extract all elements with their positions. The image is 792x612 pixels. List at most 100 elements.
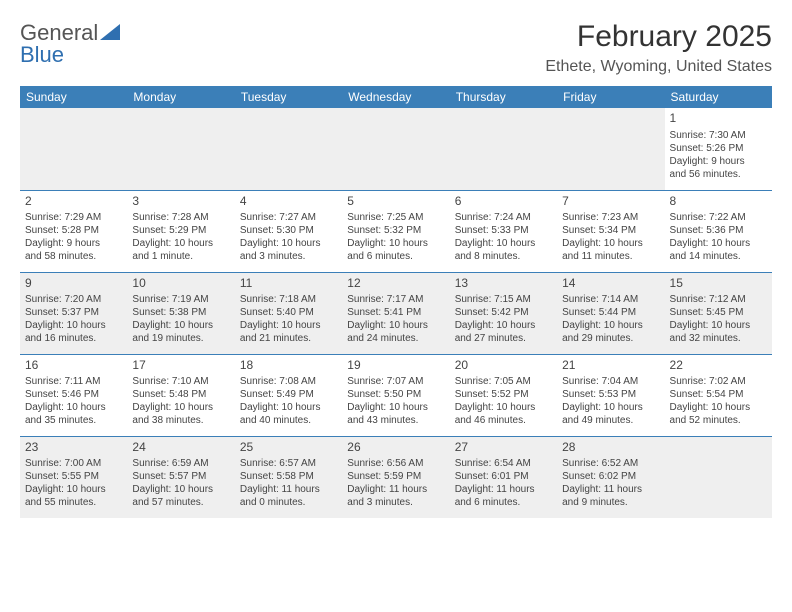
calendar-row: 16Sunrise: 7:11 AMSunset: 5:46 PMDayligh… bbox=[20, 354, 772, 436]
calendar-cell: 15Sunrise: 7:12 AMSunset: 5:45 PMDayligh… bbox=[665, 272, 772, 354]
day-number: 24 bbox=[132, 440, 229, 456]
calendar-cell: 28Sunrise: 6:52 AMSunset: 6:02 PMDayligh… bbox=[557, 436, 664, 518]
cell-sunrise: Sunrise: 7:17 AM bbox=[347, 293, 444, 306]
col-monday: Monday bbox=[127, 86, 234, 108]
col-saturday: Saturday bbox=[665, 86, 772, 108]
cell-dl2: and 43 minutes. bbox=[347, 414, 444, 427]
page-title: February 2025 bbox=[545, 20, 772, 54]
cell-sunrise: Sunrise: 7:27 AM bbox=[240, 211, 337, 224]
cell-sunrise: Sunrise: 7:22 AM bbox=[670, 211, 767, 224]
day-number: 3 bbox=[132, 194, 229, 210]
day-number: 25 bbox=[240, 440, 337, 456]
cell-dl2: and 35 minutes. bbox=[25, 414, 122, 427]
cell-dl1: Daylight: 10 hours bbox=[562, 237, 659, 250]
cell-sunrise: Sunrise: 7:05 AM bbox=[455, 375, 552, 388]
calendar-cell: 1Sunrise: 7:30 AMSunset: 5:26 PMDaylight… bbox=[665, 108, 772, 190]
day-number: 26 bbox=[347, 440, 444, 456]
cell-dl2: and 32 minutes. bbox=[670, 332, 767, 345]
calendar-cell bbox=[450, 108, 557, 190]
day-number: 7 bbox=[562, 194, 659, 210]
day-number: 15 bbox=[670, 276, 767, 292]
day-number: 13 bbox=[455, 276, 552, 292]
cell-dl1: Daylight: 10 hours bbox=[25, 401, 122, 414]
day-number: 23 bbox=[25, 440, 122, 456]
cell-dl2: and 9 minutes. bbox=[562, 496, 659, 509]
cell-dl2: and 27 minutes. bbox=[455, 332, 552, 345]
cell-sunrise: Sunrise: 7:14 AM bbox=[562, 293, 659, 306]
cell-sunrise: Sunrise: 7:24 AM bbox=[455, 211, 552, 224]
day-number: 21 bbox=[562, 358, 659, 374]
cell-sunset: Sunset: 5:40 PM bbox=[240, 306, 337, 319]
cell-dl1: Daylight: 9 hours bbox=[670, 155, 767, 168]
cell-dl2: and 1 minute. bbox=[132, 250, 229, 263]
day-number: 22 bbox=[670, 358, 767, 374]
cell-dl2: and 58 minutes. bbox=[25, 250, 122, 263]
cell-sunrise: Sunrise: 7:28 AM bbox=[132, 211, 229, 224]
cell-dl2: and 19 minutes. bbox=[132, 332, 229, 345]
cell-dl2: and 49 minutes. bbox=[562, 414, 659, 427]
cell-sunrise: Sunrise: 6:54 AM bbox=[455, 457, 552, 470]
day-number: 27 bbox=[455, 440, 552, 456]
cell-sunset: Sunset: 5:41 PM bbox=[347, 306, 444, 319]
cell-dl2: and 14 minutes. bbox=[670, 250, 767, 263]
cell-dl2: and 3 minutes. bbox=[240, 250, 337, 263]
cell-sunset: Sunset: 5:48 PM bbox=[132, 388, 229, 401]
cell-sunset: Sunset: 5:37 PM bbox=[25, 306, 122, 319]
calendar-cell: 18Sunrise: 7:08 AMSunset: 5:49 PMDayligh… bbox=[235, 354, 342, 436]
cell-dl1: Daylight: 10 hours bbox=[25, 483, 122, 496]
cell-sunrise: Sunrise: 7:20 AM bbox=[25, 293, 122, 306]
day-number: 17 bbox=[132, 358, 229, 374]
calendar-cell: 17Sunrise: 7:10 AMSunset: 5:48 PMDayligh… bbox=[127, 354, 234, 436]
calendar-cell: 3Sunrise: 7:28 AMSunset: 5:29 PMDaylight… bbox=[127, 190, 234, 272]
col-friday: Friday bbox=[557, 86, 664, 108]
day-number: 18 bbox=[240, 358, 337, 374]
day-number: 10 bbox=[132, 276, 229, 292]
cell-dl2: and 11 minutes. bbox=[562, 250, 659, 263]
cell-dl2: and 16 minutes. bbox=[25, 332, 122, 345]
calendar-cell: 11Sunrise: 7:18 AMSunset: 5:40 PMDayligh… bbox=[235, 272, 342, 354]
cell-dl2: and 38 minutes. bbox=[132, 414, 229, 427]
day-number: 9 bbox=[25, 276, 122, 292]
cell-sunset: Sunset: 5:33 PM bbox=[455, 224, 552, 237]
cell-sunset: Sunset: 5:44 PM bbox=[562, 306, 659, 319]
col-tuesday: Tuesday bbox=[235, 86, 342, 108]
cell-dl1: Daylight: 10 hours bbox=[347, 237, 444, 250]
cell-dl2: and 0 minutes. bbox=[240, 496, 337, 509]
calendar-row: 9Sunrise: 7:20 AMSunset: 5:37 PM Daylight… bbox=[20, 272, 772, 354]
cell-sunset: Sunset: 5:30 PM bbox=[240, 224, 337, 237]
cell-sunset: Sunset: 5:32 PM bbox=[347, 224, 444, 237]
cell-dl2: and 57 minutes. bbox=[132, 496, 229, 509]
cell-sunset: Sunset: 5:57 PM bbox=[132, 470, 229, 483]
cell-sunrise: Sunrise: 7:07 AM bbox=[347, 375, 444, 388]
cell-dl2: and 24 minutes. bbox=[347, 332, 444, 345]
title-block: February 2025 Ethete, Wyoming, United St… bbox=[545, 20, 772, 76]
cell-dl1: Daylight: 10 hours bbox=[670, 237, 767, 250]
cell-dl2: and 3 minutes. bbox=[347, 496, 444, 509]
cell-dl1: Daylight: 11 hours bbox=[455, 483, 552, 496]
cell-sunset: Sunset: 5:55 PM bbox=[25, 470, 122, 483]
cell-sunset: Sunset: 5:28 PM bbox=[25, 224, 122, 237]
cell-dl2: and 46 minutes. bbox=[455, 414, 552, 427]
cell-dl1: Daylight: 10 hours bbox=[132, 319, 229, 332]
day-number: 11 bbox=[240, 276, 337, 292]
cell-dl2: and 8 minutes. bbox=[455, 250, 552, 263]
day-number: 1 bbox=[670, 111, 767, 127]
cell-dl1: Daylight: 10 hours bbox=[240, 237, 337, 250]
calendar-cell: 5Sunrise: 7:25 AMSunset: 5:32 PMDaylight… bbox=[342, 190, 449, 272]
cell-sunset: Sunset: 5:46 PM bbox=[25, 388, 122, 401]
cell-dl1: Daylight: 11 hours bbox=[347, 483, 444, 496]
calendar-cell: 12Sunrise: 7:17 AMSunset: 5:41 PMDayligh… bbox=[342, 272, 449, 354]
cell-sunrise: Sunrise: 6:52 AM bbox=[562, 457, 659, 470]
cell-dl1: Daylight: 10 hours bbox=[132, 483, 229, 496]
cell-sunset: Sunset: 5:49 PM bbox=[240, 388, 337, 401]
cell-dl1: Daylight: 10 hours bbox=[132, 401, 229, 414]
day-number: 14 bbox=[562, 276, 659, 292]
calendar-header-row: Sunday Monday Tuesday Wednesday Thursday… bbox=[20, 86, 772, 108]
calendar-cell: 16Sunrise: 7:11 AMSunset: 5:46 PMDayligh… bbox=[20, 354, 127, 436]
cell-dl2: and 6 minutes. bbox=[347, 250, 444, 263]
cell-dl1: Daylight: 11 hours bbox=[562, 483, 659, 496]
cell-dl1: Daylight: 9 hours bbox=[25, 237, 122, 250]
calendar-cell: 21Sunrise: 7:04 AMSunset: 5:53 PMDayligh… bbox=[557, 354, 664, 436]
cell-dl2: and 55 minutes. bbox=[25, 496, 122, 509]
cell-sunrise: Sunrise: 7:15 AM bbox=[455, 293, 552, 306]
